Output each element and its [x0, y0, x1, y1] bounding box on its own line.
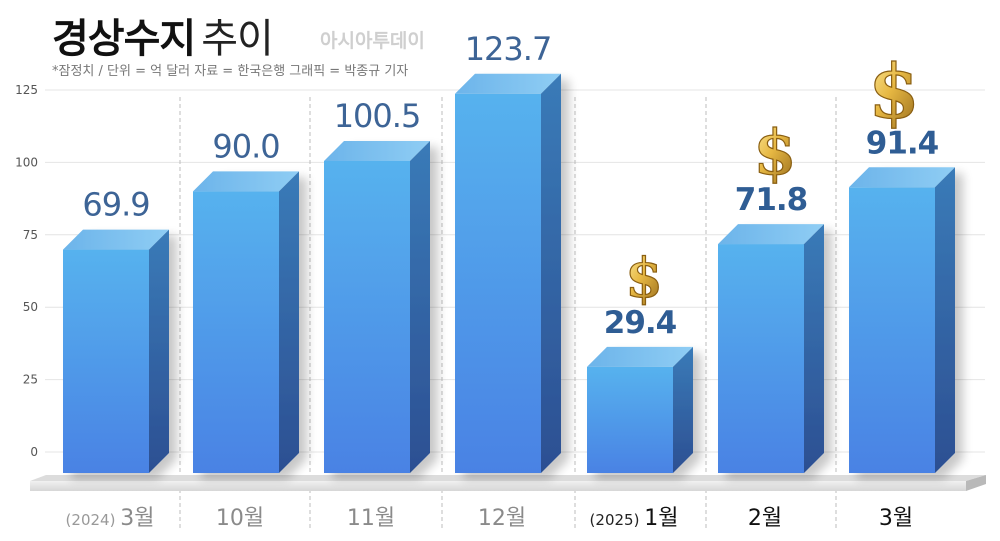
- x-tick-label: 2월: [748, 506, 782, 531]
- bar-top: [193, 171, 299, 192]
- bar-front: [193, 191, 279, 474]
- x-tick-label: (2025) 1월: [590, 506, 679, 531]
- bar-side: [935, 167, 955, 473]
- chart-title: 경상수지 추이: [52, 6, 274, 64]
- bar-side: [149, 229, 169, 473]
- value-label: 71.8: [735, 182, 808, 218]
- y-tick-label: 50: [23, 300, 38, 314]
- x-tick-label: 3월: [879, 506, 913, 531]
- title-main: 경상수지: [52, 16, 196, 62]
- y-tick-label: 125: [15, 83, 38, 97]
- bar-top: [718, 224, 824, 245]
- value-label: 91.4: [866, 125, 939, 161]
- bars: [63, 73, 955, 474]
- bar: [849, 167, 955, 473]
- bar-top: [455, 73, 561, 94]
- y-tick-label: 100: [15, 155, 38, 169]
- bar: [718, 224, 824, 473]
- dollar-icons: $ $ $: [625, 49, 921, 311]
- x-axis-labels: (2024) 3월 10월 11월 12월 (2025) 1월 2월 3월: [66, 506, 914, 531]
- dollar-icon: $: [868, 49, 920, 135]
- category-dividers: [179, 97, 837, 530]
- bar: [193, 171, 299, 474]
- y-tick-label: 25: [23, 373, 38, 387]
- bar: [455, 73, 561, 473]
- bar: [587, 346, 693, 473]
- bar-top: [587, 346, 693, 367]
- bar-top: [63, 229, 169, 250]
- bar-top: [849, 167, 955, 188]
- base-front: [30, 481, 966, 491]
- bar-top: [324, 140, 430, 161]
- bar-side: [279, 171, 299, 474]
- value-label: 29.4: [604, 305, 677, 341]
- value-label: 69.9: [82, 186, 149, 224]
- bar-front: [324, 160, 410, 473]
- bar-front: [63, 249, 149, 473]
- dollar-icon: $: [625, 246, 663, 310]
- publisher-watermark: 아시아투데이: [320, 30, 425, 52]
- value-label: 100.5: [334, 97, 421, 135]
- base-side: [966, 475, 986, 491]
- bar-front: [849, 187, 935, 473]
- bar: [63, 229, 169, 473]
- bar-side: [804, 224, 824, 473]
- bar-side: [410, 140, 430, 473]
- bar-front: [587, 366, 673, 473]
- x-tick-label: 11월: [347, 506, 395, 531]
- bar-front: [455, 93, 541, 473]
- x-tick-label: 12월: [478, 506, 526, 531]
- dollar-icon: $: [753, 116, 796, 189]
- title-sub: 추이: [201, 16, 274, 62]
- y-tick-label: 75: [23, 228, 38, 242]
- x-tick-label: 10월: [216, 506, 264, 531]
- x-tick-label: (2024) 3월: [66, 506, 155, 531]
- y-tick-label: 0: [30, 445, 38, 459]
- y-axis: 0 25 50 75 100 125: [15, 83, 38, 459]
- source-note: *잠정치 / 단위 = 억 달러 자료 = 한국은행 그래픽 = 박종규 기자: [52, 64, 409, 79]
- value-label: 90.0: [212, 127, 279, 165]
- bar: [324, 140, 430, 473]
- bar-side: [541, 73, 561, 473]
- base-top: [30, 475, 986, 481]
- value-label: 123.7: [465, 30, 552, 68]
- bar-side: [673, 346, 693, 473]
- bar-front: [718, 244, 804, 473]
- value-labels: 69.9 90.0 100.5 123.7 29.4 71.8 91.4: [82, 30, 939, 341]
- chart-base-platform: [30, 475, 986, 491]
